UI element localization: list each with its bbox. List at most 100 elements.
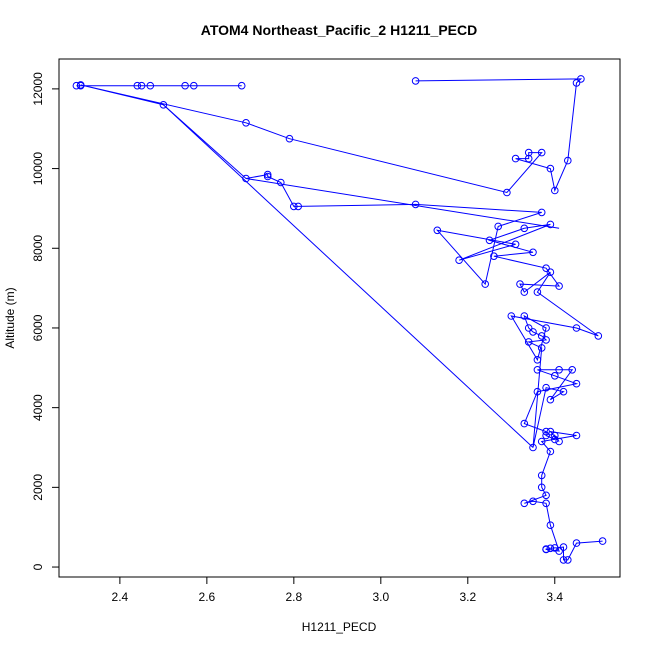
data-point [242, 174, 250, 183]
data-point [516, 280, 524, 288]
data-point [546, 268, 555, 277]
data-point [537, 471, 546, 480]
data-point [542, 431, 550, 440]
data-point [285, 134, 294, 143]
y-tick-label: 2000 [31, 474, 45, 501]
data-point [490, 252, 498, 261]
data-point [542, 324, 550, 332]
data-point [455, 256, 463, 265]
data-point [572, 431, 581, 440]
data-point [546, 447, 555, 456]
data-point [76, 81, 85, 90]
data-point [277, 178, 285, 187]
data-point [598, 537, 607, 545]
y-tick-label: 12000 [31, 72, 45, 106]
data-point [494, 222, 503, 231]
data-point [546, 220, 555, 229]
x-tick-label: 2.6 [199, 590, 216, 604]
data-point [529, 497, 537, 506]
x-axis: 2.4 2.6 2.8 3.0 3.2 3.4 [112, 576, 563, 604]
data-point [411, 77, 420, 85]
data-point [533, 366, 542, 374]
data-point [503, 188, 511, 197]
data-point [594, 332, 603, 340]
data-point [537, 148, 546, 157]
data-point [555, 547, 563, 555]
x-tick-label: 3.4 [546, 590, 563, 604]
data-point [542, 491, 550, 500]
data-point [537, 332, 546, 340]
data-point [551, 435, 559, 444]
data-point [542, 336, 550, 344]
data-point [511, 154, 520, 163]
data-point [263, 170, 272, 179]
data-point [533, 288, 542, 296]
series-layer [72, 75, 607, 564]
data-point [485, 236, 494, 245]
series-segment [245, 178, 560, 229]
data-point [181, 81, 189, 90]
data-point [542, 545, 550, 553]
y-tick-label: 4000 [31, 394, 45, 421]
data-point [546, 427, 555, 436]
data-point [520, 419, 529, 428]
data-point [555, 437, 563, 446]
data-point [507, 312, 516, 320]
data-point [533, 356, 542, 364]
data-point [568, 366, 577, 374]
data-point [524, 148, 533, 157]
data-point [564, 556, 572, 564]
data-point [546, 164, 555, 173]
data-point [572, 539, 581, 547]
data-point [159, 101, 168, 109]
data-point [542, 427, 550, 436]
data-point [294, 202, 303, 211]
data-point [533, 387, 542, 396]
data-point [572, 324, 581, 332]
series-line [80, 78, 603, 561]
data-point [546, 544, 555, 553]
y-axis-label: Altitude (m) [3, 287, 17, 348]
data-point [520, 224, 529, 233]
x-tick-label: 2.4 [112, 590, 129, 604]
data-point [524, 324, 533, 332]
x-tick-label: 2.8 [285, 590, 302, 604]
data-point [520, 312, 529, 320]
data-point [564, 156, 572, 165]
data-point [537, 437, 546, 446]
data-point [546, 521, 555, 530]
data-point [481, 280, 490, 288]
x-tick-label: 3.0 [372, 590, 389, 604]
data-point [572, 79, 581, 87]
data-point [555, 282, 563, 290]
series-segment [163, 104, 534, 448]
data-point [537, 483, 546, 492]
data-point [133, 81, 142, 90]
data-point [551, 372, 559, 380]
data-point [537, 208, 546, 217]
data-point [137, 81, 146, 90]
y-tick-label: 6000 [31, 314, 45, 341]
data-point [520, 499, 529, 508]
data-point [559, 543, 568, 551]
data-point [559, 387, 568, 396]
x-tick-label: 3.2 [459, 590, 476, 604]
data-point [542, 264, 550, 273]
data-point [555, 366, 563, 374]
data-point [529, 248, 537, 257]
data-point [529, 443, 537, 452]
data-point [542, 383, 550, 392]
data-point [524, 338, 533, 346]
data-point [72, 81, 81, 90]
chart-title: ATOM4 Northeast_Pacific_2 H1211_PECD [201, 22, 478, 38]
data-point [559, 556, 568, 564]
data-point [242, 119, 250, 127]
data-point [542, 499, 550, 508]
data-point [511, 240, 520, 249]
data-point [520, 288, 529, 296]
data-point [524, 154, 533, 163]
data-point [190, 81, 198, 90]
data-point [290, 202, 298, 211]
data-point [551, 186, 559, 195]
